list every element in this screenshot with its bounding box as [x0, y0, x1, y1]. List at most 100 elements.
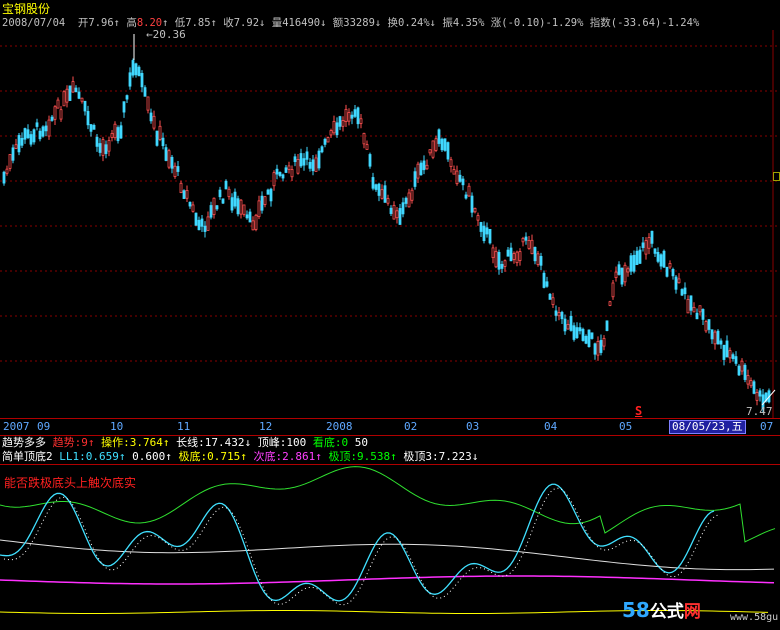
quote-low: 7.85 [185, 17, 211, 29]
candle [338, 116, 342, 127]
candle [98, 143, 102, 153]
candle [158, 125, 162, 140]
candle [500, 263, 504, 269]
candle [71, 81, 75, 93]
candle [185, 189, 189, 199]
candle [269, 188, 273, 202]
candle [743, 364, 747, 380]
candle [92, 124, 96, 130]
candle [257, 200, 261, 217]
candle [677, 278, 681, 284]
candle [170, 156, 174, 169]
scroll-marker-icon[interactable] [773, 172, 780, 181]
candle [458, 174, 462, 182]
candle [155, 130, 159, 146]
candle [149, 112, 153, 122]
quote-close: 7.92 [233, 17, 260, 29]
candle [74, 87, 78, 93]
candle [326, 137, 330, 143]
candle [563, 318, 567, 332]
candle [221, 198, 225, 204]
candle [452, 169, 456, 175]
candle [242, 204, 246, 215]
candle [416, 163, 420, 179]
candle [737, 365, 741, 376]
candle [119, 125, 123, 139]
stock-name: 宝钢股份 [2, 2, 51, 16]
indicator-value: 极底:0.715↑ [178, 450, 254, 463]
candle [647, 237, 651, 249]
candle [686, 299, 690, 314]
candle [548, 293, 552, 300]
candle [230, 197, 234, 211]
candle [194, 212, 198, 226]
candle [59, 109, 63, 120]
candle [50, 116, 54, 121]
candle [674, 276, 678, 290]
candle [176, 166, 180, 172]
candle [65, 88, 69, 103]
quote-open-label: 开 [77, 17, 89, 29]
candle [668, 263, 672, 268]
candle [224, 180, 228, 190]
osc-top-line [0, 466, 776, 543]
candle [581, 328, 585, 341]
indicator-value: 次底:2.861↑ [253, 450, 329, 463]
candle [506, 249, 510, 257]
candle [380, 189, 384, 199]
indicator-trend: 趋势多多 趋势:9↑ 操作:3.764↑ 长线:17.432↓ 顶峰:100 看… [2, 434, 368, 450]
candle [86, 111, 90, 126]
tick-09: 09 [37, 420, 51, 433]
candle [491, 247, 495, 259]
cursor-date: 08/05/23,五 [669, 420, 746, 434]
candle [140, 73, 144, 88]
candle [368, 154, 372, 167]
candle [215, 205, 219, 210]
candle [182, 190, 186, 199]
candle [485, 227, 489, 235]
candle [131, 60, 135, 76]
candle [521, 237, 525, 243]
tick-2008: 2008 [326, 420, 353, 433]
candle [386, 198, 390, 204]
candlestick-chart[interactable] [0, 30, 780, 418]
quote-volume: 416490 [282, 17, 321, 29]
candle [47, 119, 51, 137]
candle [422, 160, 426, 171]
candle [539, 256, 543, 266]
candle [716, 330, 720, 345]
candle [602, 338, 606, 347]
indicator-value: 顶峰:100 [257, 436, 313, 449]
tick-02: 02 [404, 420, 418, 433]
quote-turnover: 0.24% [398, 17, 430, 29]
candle [404, 197, 408, 204]
candle [374, 184, 378, 190]
candle [266, 189, 270, 195]
candle [431, 140, 435, 158]
candle [236, 198, 240, 215]
candle [173, 165, 177, 177]
quote-high-label: 高 [126, 17, 137, 29]
candle [653, 248, 657, 254]
candle [446, 142, 450, 160]
candle [281, 174, 285, 179]
candle [14, 144, 18, 149]
candle [608, 301, 612, 306]
candle [128, 72, 132, 87]
candle [614, 271, 618, 279]
candle [443, 138, 447, 151]
candle [197, 219, 201, 231]
candle [341, 120, 345, 127]
candle [95, 136, 99, 147]
candle [407, 192, 411, 208]
candle [545, 281, 549, 287]
quote-high: 8.20 [136, 17, 163, 29]
quote-change-label: 涨 [490, 17, 502, 29]
candle [278, 172, 282, 176]
candle [68, 85, 72, 101]
candle [389, 207, 393, 214]
oscillator-chart[interactable] [0, 464, 780, 630]
candle [596, 340, 600, 356]
candle [392, 204, 396, 220]
candle [80, 97, 84, 102]
